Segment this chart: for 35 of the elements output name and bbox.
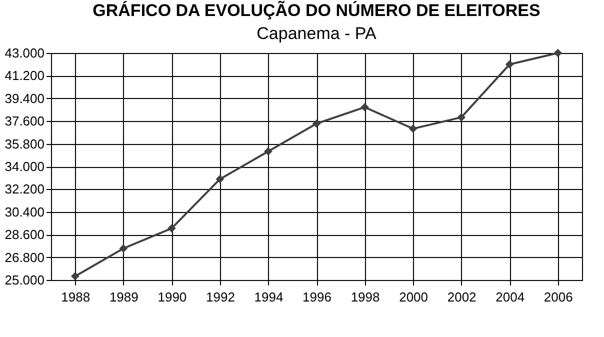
chart-subtitle: Capanema - PA [256, 24, 377, 43]
point [264, 147, 272, 156]
point [505, 60, 514, 69]
y-tick-label: 26.800 [4, 250, 44, 265]
y-tick-label: 39.400 [4, 90, 44, 106]
y-tick-label: 37.600 [4, 114, 44, 129]
point [360, 103, 369, 112]
x-tick-label: 1990 [158, 290, 187, 304]
y-tick-label: 34.000 [4, 159, 44, 174]
point [312, 119, 321, 128]
point [119, 244, 128, 253]
y-tick-label: 28.600 [4, 227, 44, 242]
x-tick-label: 1992 [206, 290, 235, 304]
point [70, 272, 80, 280]
x-tick-label: 2006 [544, 290, 573, 304]
x-tick-label: 1996 [302, 290, 332, 304]
y-tick-label: 25.000 [4, 272, 44, 288]
y-tick-label: 43.000 [4, 46, 44, 60]
point [216, 174, 224, 184]
x-tick-label: 1998 [350, 290, 380, 304]
y-tick-label: 35.800 [4, 136, 44, 152]
point [408, 124, 418, 133]
y-tick-label: 32.200 [4, 182, 44, 197]
x-tick-label: 2002 [447, 290, 476, 304]
point [457, 113, 466, 122]
x-tick-label: 1989 [109, 290, 138, 304]
point [168, 224, 176, 232]
point [554, 48, 562, 58]
x-tick-label: 1994 [254, 290, 284, 304]
x-tick-label: 1988 [61, 290, 90, 304]
x-tick-label: 2004 [496, 290, 525, 304]
chart-title: GRÁFICO DA EVOLUÇÃO DO NÚMERO DE ELEITORES [92, 0, 540, 20]
x-tick-label: 2000 [399, 290, 428, 304]
y-tick-label: 41.200 [4, 68, 44, 84]
y-tick-label: 30.400 [4, 204, 44, 220]
